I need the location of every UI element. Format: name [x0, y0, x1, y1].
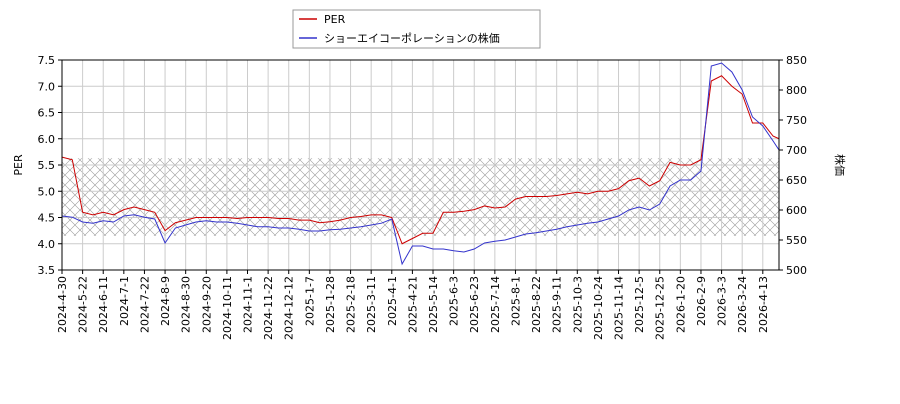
- y-tick-label: 6.0: [38, 133, 56, 146]
- x-tick-label: 2025-6-3: [448, 276, 461, 326]
- legend-box: [292, 9, 541, 49]
- plot-frame: [61, 59, 780, 271]
- y-tick-label: 6.5: [38, 107, 56, 120]
- x-tick-label: 2025-4-1: [386, 276, 399, 326]
- x-tick-label: 2025-9-11: [551, 276, 564, 333]
- x-tick-label: 2025-12-25: [654, 276, 667, 340]
- x-tick-label: 2026-1-20: [674, 276, 687, 333]
- y2-tick-label: 550: [786, 234, 807, 247]
- x-tick-label: 2024-11-1: [242, 276, 255, 333]
- x-tick-label: 2024-10-11: [221, 276, 234, 340]
- y-tick-label: 5.0: [38, 185, 56, 198]
- x-tick-label: 2024-5-22: [77, 276, 90, 333]
- x-tick-label: 2025-5-14: [427, 276, 440, 333]
- y-tick-label: 3.5: [38, 264, 56, 277]
- x-tick-label: 2024-9-20: [200, 276, 213, 333]
- x-tick-label: 2024-8-30: [180, 276, 193, 333]
- data-line: [61, 75, 780, 245]
- y2-tick-label: 650: [786, 174, 807, 187]
- hatched-band: [62, 158, 779, 236]
- y2-tick-label: 750: [786, 114, 807, 127]
- y-axis-label: PER: [12, 154, 25, 176]
- x-tick-label: 2025-2-18: [345, 276, 358, 333]
- x-tick-label: 2024-4-30: [56, 276, 69, 333]
- legend-label: PER: [324, 13, 346, 26]
- x-tick-label: 2025-12-5: [633, 276, 646, 333]
- x-tick-label: 2026-3-24: [736, 276, 749, 333]
- x-tick-label: 2025-10-3: [571, 276, 584, 333]
- x-tick-label: 2025-4-21: [406, 276, 419, 333]
- x-tick-label: 2024-7-22: [138, 276, 151, 333]
- y-tick-label: 7.5: [38, 54, 56, 67]
- y2-tick-label: 600: [786, 204, 807, 217]
- x-tick-label: 2025-11-14: [613, 276, 626, 340]
- y2-tick-label: 700: [786, 144, 807, 157]
- y2-tick-label: 500: [786, 264, 807, 277]
- x-tick-label: 2025-6-23: [468, 276, 481, 333]
- x-tick-label: 2024-11-22: [262, 276, 275, 340]
- y-tick-label: 5.5: [38, 159, 56, 172]
- x-tick-label: 2026-4-13: [757, 276, 770, 333]
- y2-axis-label: 株価: [833, 154, 847, 176]
- x-tick-label: 2024-8-9: [159, 276, 172, 326]
- x-tick-label: 2025-1-28: [324, 276, 337, 333]
- x-tick-label: 2024-7-1: [118, 276, 131, 326]
- x-tick-label: 2024-6-11: [97, 276, 110, 333]
- data-line: [61, 62, 780, 266]
- x-tick-label: 2025-7-14: [489, 276, 502, 333]
- y-tick-label: 7.0: [38, 80, 56, 93]
- x-tick-label: 2025-3-11: [365, 276, 378, 333]
- x-tick-label: 2025-8-22: [530, 276, 543, 333]
- legend-label: ショーエイコーポレーションの株価: [324, 31, 500, 45]
- y-tick-label: 4.5: [38, 212, 56, 225]
- x-tick-label: 2025-8-1: [509, 276, 522, 326]
- x-tick-label: 2026-3-3: [716, 276, 729, 326]
- x-tick-label: 2024-12-12: [283, 276, 296, 340]
- x-tick-label: 2025-1-7: [303, 276, 316, 326]
- x-tick-label: 2026-2-9: [695, 276, 708, 326]
- y2-tick-label: 850: [786, 54, 807, 67]
- x-tick-label: 2025-10-24: [592, 276, 605, 340]
- y2-tick-label: 800: [786, 84, 807, 97]
- y-tick-label: 4.0: [38, 238, 56, 251]
